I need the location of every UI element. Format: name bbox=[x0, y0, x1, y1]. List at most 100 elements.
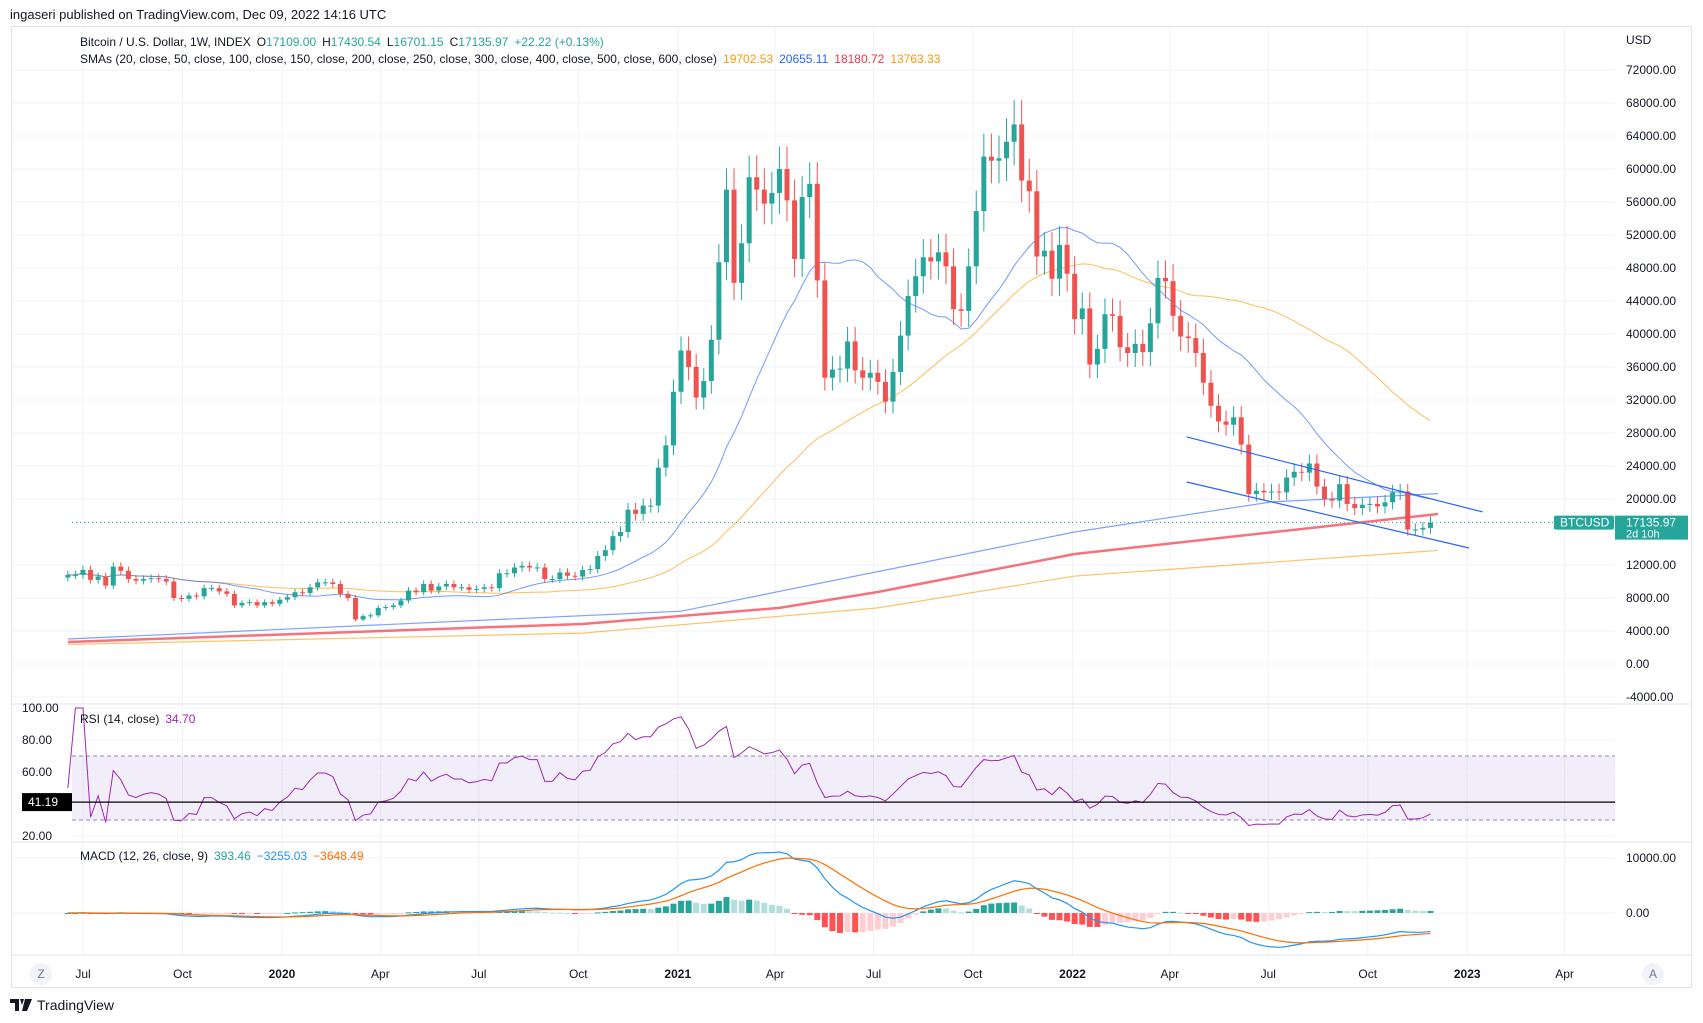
candle-body[interactable] bbox=[845, 341, 851, 369]
candle-body[interactable] bbox=[413, 590, 419, 593]
candle-body[interactable] bbox=[905, 296, 911, 336]
candle-body[interactable] bbox=[784, 169, 790, 201]
candle-body[interactable] bbox=[1079, 308, 1085, 320]
candle-body[interactable] bbox=[557, 572, 563, 580]
candle-body[interactable] bbox=[1057, 244, 1063, 279]
candle-body[interactable] bbox=[860, 370, 866, 378]
candle-body[interactable] bbox=[913, 276, 919, 297]
candle-body[interactable] bbox=[125, 570, 131, 580]
candle-body[interactable] bbox=[254, 602, 260, 606]
macd-legend[interactable]: MACD (12, 26, close, 9) 393.46 −3255.03 −36… bbox=[80, 849, 370, 863]
candle-body[interactable] bbox=[284, 597, 290, 600]
candle-body[interactable] bbox=[141, 579, 147, 581]
rsi-legend[interactable]: RSI (14, close) 34.70 bbox=[80, 712, 201, 726]
trendline[interactable] bbox=[1186, 481, 1470, 549]
candle-body[interactable] bbox=[1004, 141, 1010, 159]
candle-body[interactable] bbox=[1284, 477, 1290, 493]
candle-body[interactable] bbox=[163, 579, 169, 582]
candle-body[interactable] bbox=[262, 602, 268, 606]
sma-legend[interactable]: SMAs (20, close, 50, close, 100, close, … bbox=[80, 52, 946, 66]
candle-body[interactable] bbox=[398, 600, 404, 606]
candle-body[interactable] bbox=[731, 189, 737, 283]
candle-body[interactable] bbox=[633, 509, 639, 514]
candle-body[interactable] bbox=[852, 341, 858, 371]
candle-body[interactable] bbox=[1200, 352, 1206, 383]
candle-body[interactable] bbox=[958, 309, 964, 311]
candle-body[interactable] bbox=[1390, 492, 1396, 503]
candle-body[interactable] bbox=[216, 588, 222, 592]
candle-body[interactable] bbox=[1412, 529, 1418, 531]
candle-body[interactable] bbox=[1367, 503, 1373, 505]
candle-body[interactable] bbox=[178, 598, 184, 599]
candle-body[interactable] bbox=[534, 567, 540, 569]
candle-body[interactable] bbox=[1321, 486, 1327, 499]
candle-body[interactable] bbox=[746, 177, 752, 244]
candle-body[interactable] bbox=[799, 197, 805, 259]
candle-body[interactable] bbox=[72, 574, 78, 576]
candle-body[interactable] bbox=[247, 602, 253, 604]
candle-body[interactable] bbox=[1253, 490, 1259, 495]
candle-body[interactable] bbox=[148, 578, 154, 580]
candle-body[interactable] bbox=[595, 555, 601, 570]
candle-body[interactable] bbox=[1185, 336, 1191, 339]
candle-body[interactable] bbox=[292, 592, 298, 598]
candle-body[interactable] bbox=[1193, 338, 1199, 353]
candle-body[interactable] bbox=[406, 590, 412, 601]
candle-body[interactable] bbox=[920, 257, 926, 277]
candle-body[interactable] bbox=[988, 156, 994, 161]
candle-body[interactable] bbox=[602, 550, 608, 556]
candle-body[interactable] bbox=[670, 391, 676, 446]
candle-body[interactable] bbox=[617, 532, 623, 537]
candle-body[interactable] bbox=[814, 183, 820, 281]
candle-body[interactable] bbox=[572, 575, 578, 577]
candle-body[interactable] bbox=[739, 243, 745, 283]
candle-body[interactable] bbox=[769, 192, 775, 204]
candle-body[interactable] bbox=[686, 350, 692, 368]
candle-body[interactable] bbox=[277, 599, 283, 604]
candle-body[interactable] bbox=[300, 592, 306, 594]
candle-body[interactable] bbox=[459, 587, 464, 589]
candle-body[interactable] bbox=[1041, 250, 1047, 257]
candle-body[interactable] bbox=[1216, 405, 1221, 422]
candle-body[interactable] bbox=[390, 605, 396, 608]
candle-body[interactable] bbox=[1261, 490, 1267, 493]
candle-body[interactable] bbox=[549, 579, 555, 581]
candle-body[interactable] bbox=[875, 372, 881, 382]
candle-body[interactable] bbox=[663, 445, 669, 468]
candle-body[interactable] bbox=[360, 616, 366, 620]
candle-body[interactable] bbox=[186, 595, 192, 599]
candle-body[interactable] bbox=[829, 369, 835, 378]
candle-body[interactable] bbox=[837, 368, 843, 370]
candle-body[interactable] bbox=[1163, 277, 1169, 282]
candle-body[interactable] bbox=[527, 565, 533, 568]
candle-body[interactable] bbox=[1132, 343, 1138, 353]
candle-body[interactable] bbox=[1019, 124, 1025, 181]
candle-body[interactable] bbox=[103, 576, 109, 586]
candle-body[interactable] bbox=[587, 569, 593, 571]
candle-body[interactable] bbox=[928, 257, 934, 262]
candle-body[interactable] bbox=[648, 505, 654, 507]
candle-body[interactable] bbox=[1178, 315, 1184, 337]
candle-body[interactable] bbox=[1125, 347, 1131, 353]
candle-body[interactable] bbox=[110, 566, 116, 586]
candle-body[interactable] bbox=[337, 583, 343, 594]
candle-body[interactable] bbox=[1094, 348, 1100, 365]
candle-body[interactable] bbox=[807, 183, 813, 198]
candle-body[interactable] bbox=[88, 569, 94, 580]
candle-body[interactable] bbox=[1299, 471, 1305, 473]
candle-body[interactable] bbox=[368, 615, 374, 617]
candle-body[interactable] bbox=[640, 505, 646, 514]
candle-body[interactable] bbox=[935, 252, 941, 262]
candle-body[interactable] bbox=[269, 602, 275, 604]
candle-body[interactable] bbox=[519, 565, 525, 568]
candle-body[interactable] bbox=[1420, 527, 1426, 530]
candle-body[interactable] bbox=[1382, 502, 1388, 507]
candle-body[interactable] bbox=[511, 567, 517, 574]
tradingview-logo[interactable]: TradingView bbox=[10, 997, 114, 1013]
candle-body[interactable] bbox=[489, 587, 495, 589]
candle-body[interactable] bbox=[973, 211, 979, 267]
candle-body[interactable] bbox=[171, 581, 177, 599]
candle-body[interactable] bbox=[981, 156, 987, 212]
candle-body[interactable] bbox=[421, 583, 427, 593]
